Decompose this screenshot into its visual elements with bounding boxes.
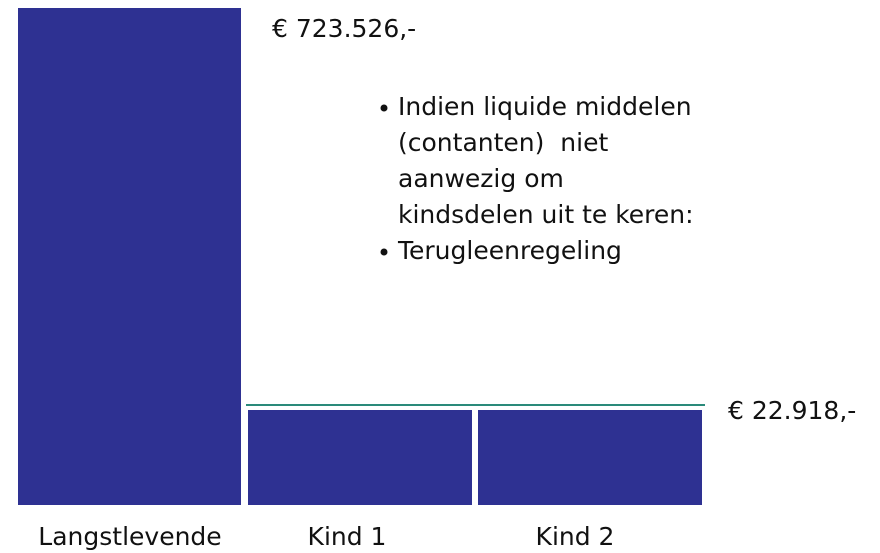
category-label: Kind 1 xyxy=(308,522,387,551)
bullet-text: Indien liquide middelen xyxy=(398,92,692,121)
bullet-text: aanwezig om xyxy=(398,164,564,193)
bullet-dot xyxy=(380,248,388,256)
total-label: € 723.526,- xyxy=(272,14,416,43)
bullet-text: (contanten) niet xyxy=(398,128,608,157)
category-label: Kind 2 xyxy=(536,522,615,551)
bar-kind-1 xyxy=(248,410,472,505)
bullet-text: kindsdelen uit te keren: xyxy=(398,200,694,229)
bar-langstlevende xyxy=(18,8,241,505)
share-label: € 22.918,- xyxy=(728,396,856,425)
bullet-text: Terugleenregeling xyxy=(397,236,622,265)
bullet-dot xyxy=(380,104,388,112)
bar-kind-2 xyxy=(478,410,702,505)
category-label: Langstlevende xyxy=(38,522,221,551)
